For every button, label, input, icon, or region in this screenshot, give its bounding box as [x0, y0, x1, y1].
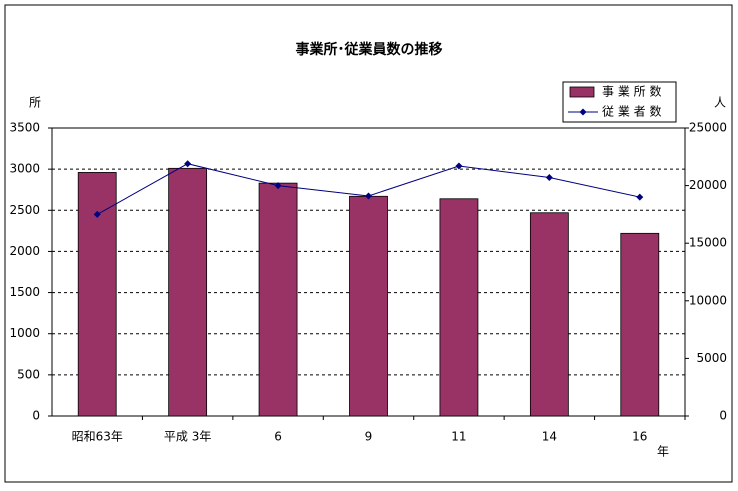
y2-tick-label: 20000	[689, 178, 727, 192]
bar	[258, 182, 298, 417]
chart-title: 事業所･従業員数の推移	[296, 41, 443, 58]
line-marker	[455, 162, 463, 170]
y-axis-label: 所	[29, 96, 41, 110]
y-tick-label: 3500	[9, 121, 40, 135]
x-tick-label: 平成 3年	[164, 430, 211, 444]
x-tick-label: 16	[632, 430, 647, 444]
bar	[620, 232, 660, 417]
y2-tick-label: 10000	[689, 293, 727, 307]
y2-tick-label: 0	[719, 409, 727, 423]
line-marker	[93, 210, 101, 218]
bar	[168, 167, 208, 417]
legend-label: 従 業 者 数	[602, 104, 661, 119]
x-tick-label: 9	[365, 430, 373, 444]
x-axis-label: 年	[657, 445, 669, 459]
x-tick-label: 昭和63年	[72, 430, 123, 444]
line-marker	[274, 182, 282, 190]
x-tick-label: 6	[274, 430, 282, 444]
bar	[439, 198, 479, 417]
legend-swatch	[579, 108, 587, 116]
y-tick-label: 0	[32, 409, 40, 423]
y-tick-label: 3000	[9, 162, 40, 176]
x-tick-label: 14	[542, 430, 557, 444]
legend-label: 事 業 所 数	[602, 84, 661, 99]
y2-tick-label: 5000	[696, 351, 727, 365]
bar	[77, 172, 117, 417]
y2-axis-label: 人	[714, 96, 726, 110]
x-tick-label: 11	[451, 430, 466, 444]
legend-swatch	[569, 86, 595, 98]
bar	[349, 195, 388, 417]
line-marker	[636, 193, 644, 201]
y-tick-label: 1000	[9, 326, 40, 340]
bar	[529, 212, 569, 417]
y2-tick-label: 15000	[689, 236, 727, 250]
line-marker	[545, 174, 553, 182]
y-tick-label: 500	[17, 367, 40, 381]
y-tick-label: 1500	[9, 285, 40, 299]
y2-tick-label: 25000	[689, 121, 727, 135]
y-tick-label: 2500	[9, 203, 40, 217]
line-marker	[365, 192, 372, 200]
y-tick-label: 2000	[9, 244, 40, 258]
line-marker	[184, 160, 192, 168]
